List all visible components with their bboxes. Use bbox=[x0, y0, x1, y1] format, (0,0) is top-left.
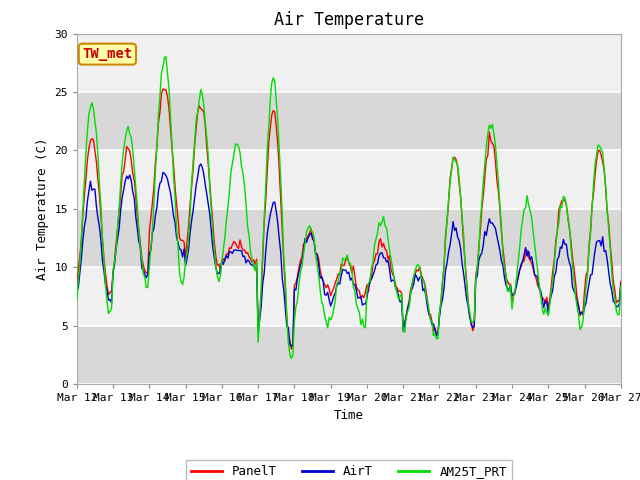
AM25T_PRT bbox=[88, 100, 96, 106]
AirT bbox=[404, 305, 412, 311]
Y-axis label: Air Temperature (C): Air Temperature (C) bbox=[36, 138, 49, 280]
PanelT bbox=[554, 228, 561, 234]
AirT bbox=[197, 161, 205, 167]
AM25T_PRT bbox=[386, 248, 394, 253]
Bar bbox=[77, 92, 621, 150]
AirT bbox=[386, 267, 394, 273]
Bar bbox=[77, 150, 621, 209]
AirT bbox=[416, 274, 424, 280]
PanelT bbox=[404, 305, 412, 311]
AM25T_PRT bbox=[162, 54, 170, 60]
Bar bbox=[77, 325, 621, 384]
PanelT bbox=[386, 253, 394, 259]
AM25T_PRT bbox=[416, 266, 424, 272]
PanelT bbox=[287, 346, 295, 352]
Title: Air Temperature: Air Temperature bbox=[274, 11, 424, 29]
PanelT bbox=[73, 282, 81, 288]
AM25T_PRT bbox=[554, 227, 561, 233]
Line: PanelT: PanelT bbox=[77, 89, 621, 349]
Line: AM25T_PRT: AM25T_PRT bbox=[77, 57, 621, 359]
PanelT bbox=[176, 235, 184, 241]
PanelT bbox=[159, 86, 167, 92]
AM25T_PRT bbox=[287, 356, 295, 361]
AirT bbox=[617, 281, 625, 287]
Line: AirT: AirT bbox=[77, 164, 621, 346]
Legend: PanelT, AirT, AM25T_PRT: PanelT, AirT, AM25T_PRT bbox=[186, 460, 512, 480]
AirT bbox=[287, 343, 295, 349]
AM25T_PRT bbox=[617, 282, 625, 288]
PanelT bbox=[617, 279, 625, 285]
AirT bbox=[554, 257, 561, 263]
AirT bbox=[88, 188, 96, 193]
Bar bbox=[77, 209, 621, 267]
PanelT bbox=[416, 264, 424, 270]
Text: TW_met: TW_met bbox=[82, 47, 132, 61]
AirT bbox=[73, 288, 81, 294]
PanelT bbox=[88, 136, 96, 142]
Bar bbox=[77, 34, 621, 92]
AM25T_PRT bbox=[404, 309, 412, 314]
AM25T_PRT bbox=[176, 270, 184, 276]
AM25T_PRT bbox=[73, 298, 81, 304]
X-axis label: Time: Time bbox=[334, 408, 364, 421]
Bar bbox=[77, 267, 621, 325]
AirT bbox=[174, 240, 182, 246]
